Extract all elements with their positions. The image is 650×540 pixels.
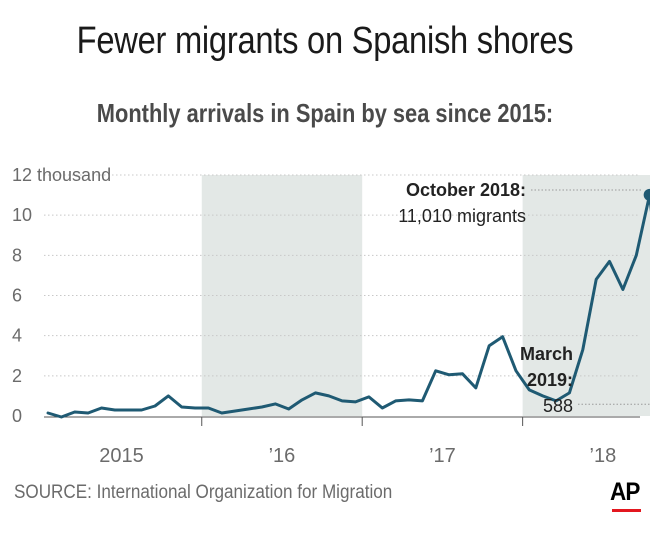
x-tick-label: ’18 <box>590 445 617 467</box>
latest-annotation-subtitle: 2019: <box>527 370 573 390</box>
peak-annotation-value: 11,010 migrants <box>398 206 526 226</box>
x-tick-label: ’17 <box>429 445 456 467</box>
peak-marker <box>643 188 650 201</box>
chart-subtitle: Monthly arrivals in Spain by sea since 2… <box>96 98 554 128</box>
y-tick-label: 10 <box>12 205 32 225</box>
source-note: SOURCE: International Organization for M… <box>14 482 393 503</box>
y-tick-label: 12 thousand <box>12 165 111 185</box>
y-tick-label: 6 <box>12 286 22 306</box>
ap-logo: AP <box>610 478 640 506</box>
latest-annotation-value: 588 <box>543 396 573 416</box>
peak-annotation-title: October 2018: <box>406 180 526 200</box>
x-tick-label: 2015 <box>99 445 144 467</box>
x-tick-label: ’16 <box>269 445 296 467</box>
y-tick-label: 4 <box>12 326 22 346</box>
series-line <box>46 193 650 419</box>
ap-logo-underline <box>612 509 641 512</box>
chart-title: Fewer migrants on Spanish shores <box>76 20 574 62</box>
y-tick-label: 8 <box>12 245 22 265</box>
shaded-band-2016 <box>201 175 363 416</box>
y-tick-label: 2 <box>12 366 22 386</box>
y-tick-label: 0 <box>12 406 22 426</box>
latest-annotation-title: March <box>520 344 573 364</box>
